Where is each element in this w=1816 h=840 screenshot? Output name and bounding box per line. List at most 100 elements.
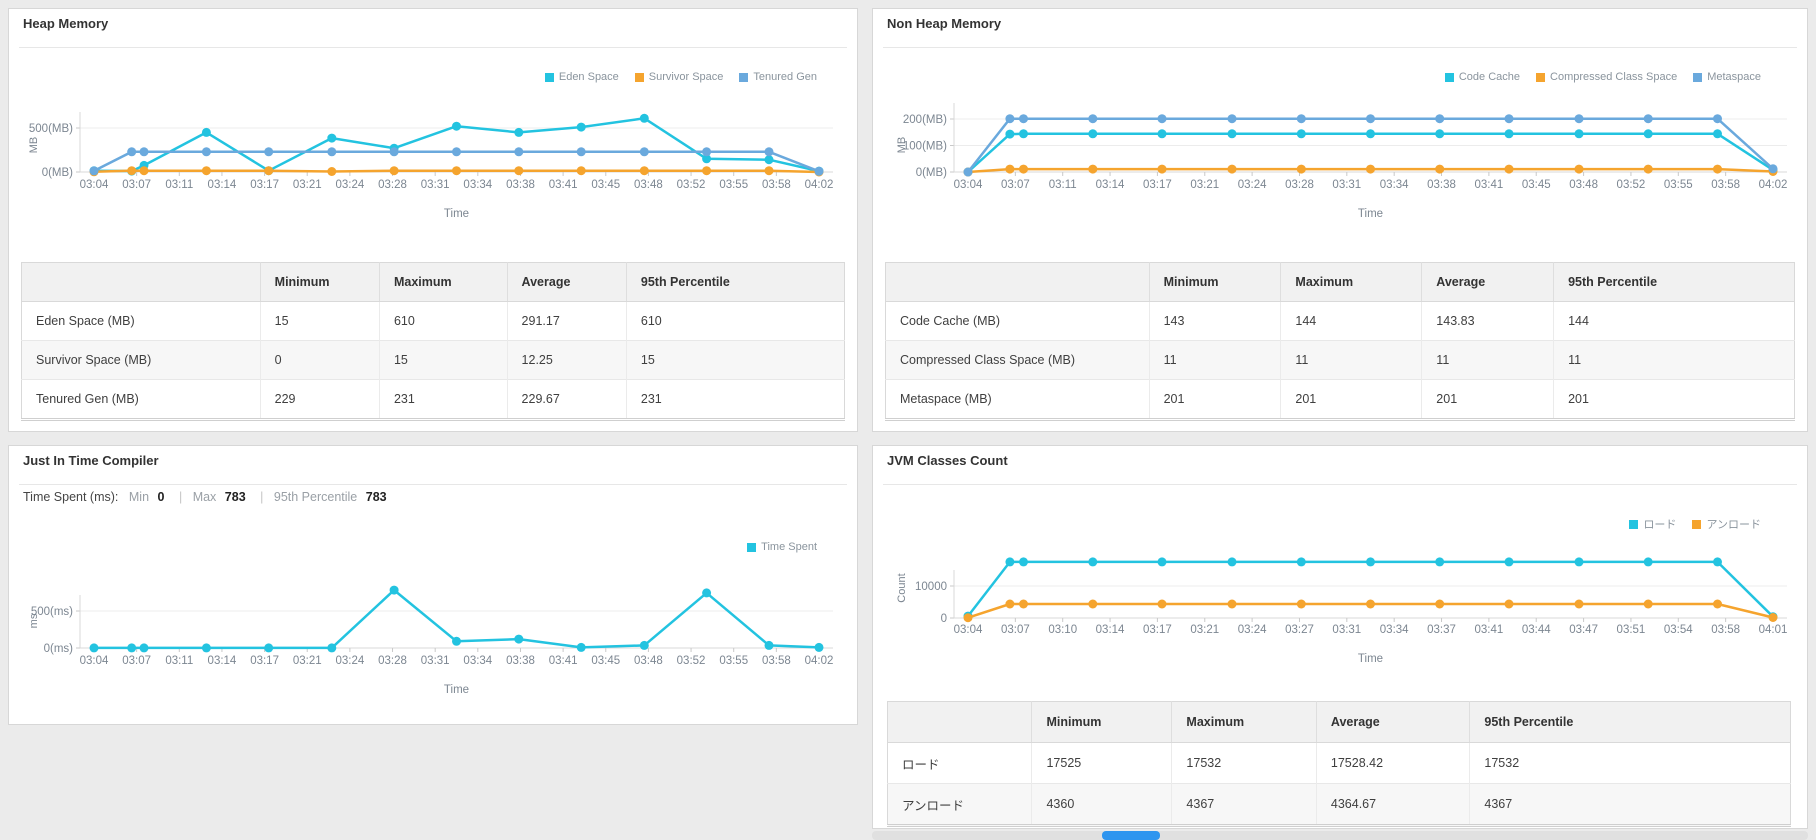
series-line bbox=[92, 588, 821, 650]
stat-value: 4367 bbox=[1469, 783, 1791, 826]
y-axis-title: ms bbox=[28, 613, 40, 628]
data-point bbox=[514, 147, 524, 157]
x-tick-label: 03:04 bbox=[80, 179, 109, 191]
horizontal-scrollbar-track[interactable] bbox=[872, 831, 1808, 840]
x-tick-label: 03:28 bbox=[378, 655, 407, 667]
legend-swatch-icon bbox=[634, 72, 644, 82]
data-point bbox=[1713, 129, 1722, 139]
data-point bbox=[1296, 164, 1306, 174]
data-point bbox=[1019, 114, 1028, 124]
y-tick-label: 200(MB) bbox=[903, 114, 947, 126]
data-point bbox=[201, 147, 211, 157]
legend-item[interactable]: Survivor Space bbox=[634, 71, 723, 83]
x-tick-label: 03:21 bbox=[293, 179, 322, 191]
x-tick-label: 03:52 bbox=[677, 655, 706, 667]
classes-chart-legend: ロード アンロード bbox=[1629, 516, 1761, 532]
data-point bbox=[1019, 599, 1028, 609]
table-header-row: Minimum Maximum Average 95th Percentile bbox=[887, 701, 1791, 743]
divider bbox=[883, 47, 1797, 48]
data-point bbox=[1227, 129, 1237, 139]
data-point bbox=[1435, 164, 1445, 174]
table-row: アンロード 4360 4367 4364.67 4367 bbox=[887, 783, 1791, 826]
data-point bbox=[89, 643, 99, 653]
x-tick-label: 03:48 bbox=[634, 179, 663, 191]
data-point bbox=[576, 122, 586, 132]
data-point bbox=[452, 147, 461, 157]
column-header-empty bbox=[885, 262, 1150, 302]
data-point bbox=[764, 155, 774, 165]
legend-label: Tenured Gen bbox=[753, 71, 817, 83]
legend-item[interactable]: ロード bbox=[1629, 516, 1676, 532]
stat-value: 17532 bbox=[1171, 742, 1317, 784]
data-point bbox=[1435, 114, 1445, 124]
page-title-jvm-classes: JVM Classes Count bbox=[887, 453, 1008, 468]
column-header: Minimum bbox=[1031, 701, 1173, 743]
panel-heap-memory: Heap Memory Eden Space Survivor Space Tenu… bbox=[8, 8, 858, 432]
jvm-classes-chart[interactable]: 0 10000 03:04 03:07 03:10 03:14 03:17 03:21 03:2… bbox=[883, 508, 1799, 673]
data-point bbox=[89, 166, 99, 176]
data-point bbox=[1005, 129, 1015, 139]
x-tick-label: 03:52 bbox=[1617, 179, 1646, 191]
x-tick-label: 03:17 bbox=[1143, 624, 1172, 636]
horizontal-scrollbar-thumb[interactable] bbox=[1102, 831, 1160, 840]
non-heap-memory-table: Minimum Maximum Average 95th Percentile Code… bbox=[885, 262, 1795, 421]
data-point bbox=[1643, 114, 1653, 124]
data-point bbox=[1643, 599, 1653, 609]
stat-value: 12.25 bbox=[507, 340, 627, 380]
x-tick-label: 03:48 bbox=[1569, 179, 1598, 191]
legend-label: ロード bbox=[1643, 519, 1677, 531]
data-point bbox=[389, 147, 399, 157]
column-header: Maximum bbox=[379, 262, 508, 302]
table-row: Tenured Gen (MB) 229 231 229.67 231 bbox=[21, 379, 845, 420]
data-point bbox=[264, 166, 274, 176]
data-point bbox=[1435, 599, 1445, 609]
x-tick-label: 03:11 bbox=[165, 655, 193, 667]
y-tick-label: 500(MB) bbox=[29, 123, 73, 135]
x-tick-label: 03:52 bbox=[677, 179, 706, 191]
data-point bbox=[576, 147, 586, 157]
jit-time-spent-chart[interactable]: 0(ms) 500(ms) 03:04 03:07 03:11 03:14 03:17 03:… bbox=[19, 536, 849, 701]
x-tick-label: 03:28 bbox=[378, 179, 407, 191]
series-line bbox=[966, 560, 1775, 618]
data-point bbox=[389, 166, 399, 176]
data-point bbox=[327, 133, 337, 143]
data-point bbox=[127, 643, 137, 653]
data-point bbox=[963, 167, 973, 177]
legend-item[interactable]: Time Spent bbox=[747, 541, 817, 553]
stats-p95-label: 95th Percentile bbox=[273, 490, 358, 504]
stat-value: 144 bbox=[1553, 301, 1795, 341]
legend-item[interactable]: Code Cache bbox=[1444, 71, 1520, 83]
data-point bbox=[514, 127, 524, 137]
stat-value: 229.67 bbox=[507, 379, 627, 420]
legend-item[interactable]: Compressed Class Space bbox=[1536, 71, 1677, 83]
data-point bbox=[1366, 599, 1375, 609]
x-tick-label: 03:58 bbox=[1711, 624, 1740, 636]
data-point bbox=[1504, 164, 1514, 174]
x-tick-label: 03:38 bbox=[506, 655, 535, 667]
column-header: Average bbox=[1316, 701, 1471, 743]
x-tick-label: 03:21 bbox=[1190, 624, 1219, 636]
data-point bbox=[264, 643, 274, 653]
y-axis-title: MB bbox=[28, 137, 40, 154]
x-tick-label: 03:38 bbox=[1427, 179, 1456, 191]
data-point bbox=[327, 147, 337, 157]
stats-separator: | bbox=[260, 490, 264, 504]
x-tick-label: 03:04 bbox=[954, 179, 983, 191]
legend-item[interactable]: Tenured Gen bbox=[739, 71, 817, 83]
panel-non-heap-memory: Non Heap Memory Code Cache Compressed Cla… bbox=[872, 8, 1808, 432]
legend-item[interactable]: Eden Space bbox=[544, 71, 619, 83]
legend-item[interactable]: アンロード bbox=[1692, 516, 1761, 532]
jvm-classes-table: Minimum Maximum Average 95th Percentile ロード 1… bbox=[887, 701, 1791, 827]
legend-item[interactable]: Metaspace bbox=[1693, 71, 1761, 83]
table-row: Eden Space (MB) 15 610 291.17 610 bbox=[21, 301, 845, 341]
stats-max-value: 783 bbox=[224, 490, 246, 504]
data-point bbox=[1504, 557, 1514, 567]
data-point bbox=[1643, 164, 1653, 174]
page-title-jit-compiler: Just In Time Compiler bbox=[23, 453, 159, 468]
stat-value: 610 bbox=[379, 301, 508, 341]
data-point bbox=[1005, 114, 1015, 124]
x-tick-label: 03:24 bbox=[335, 655, 364, 667]
heap-memory-chart[interactable]: 0(MB) 500(MB) 03:04 03:07 03:11 03:14 03:17 03:… bbox=[19, 57, 849, 247]
non-heap-memory-chart[interactable]: 0(MB) 100(MB) 200(MB) 03:04 03:07 03:11 03:14 0… bbox=[883, 57, 1799, 247]
data-point bbox=[1713, 114, 1722, 124]
